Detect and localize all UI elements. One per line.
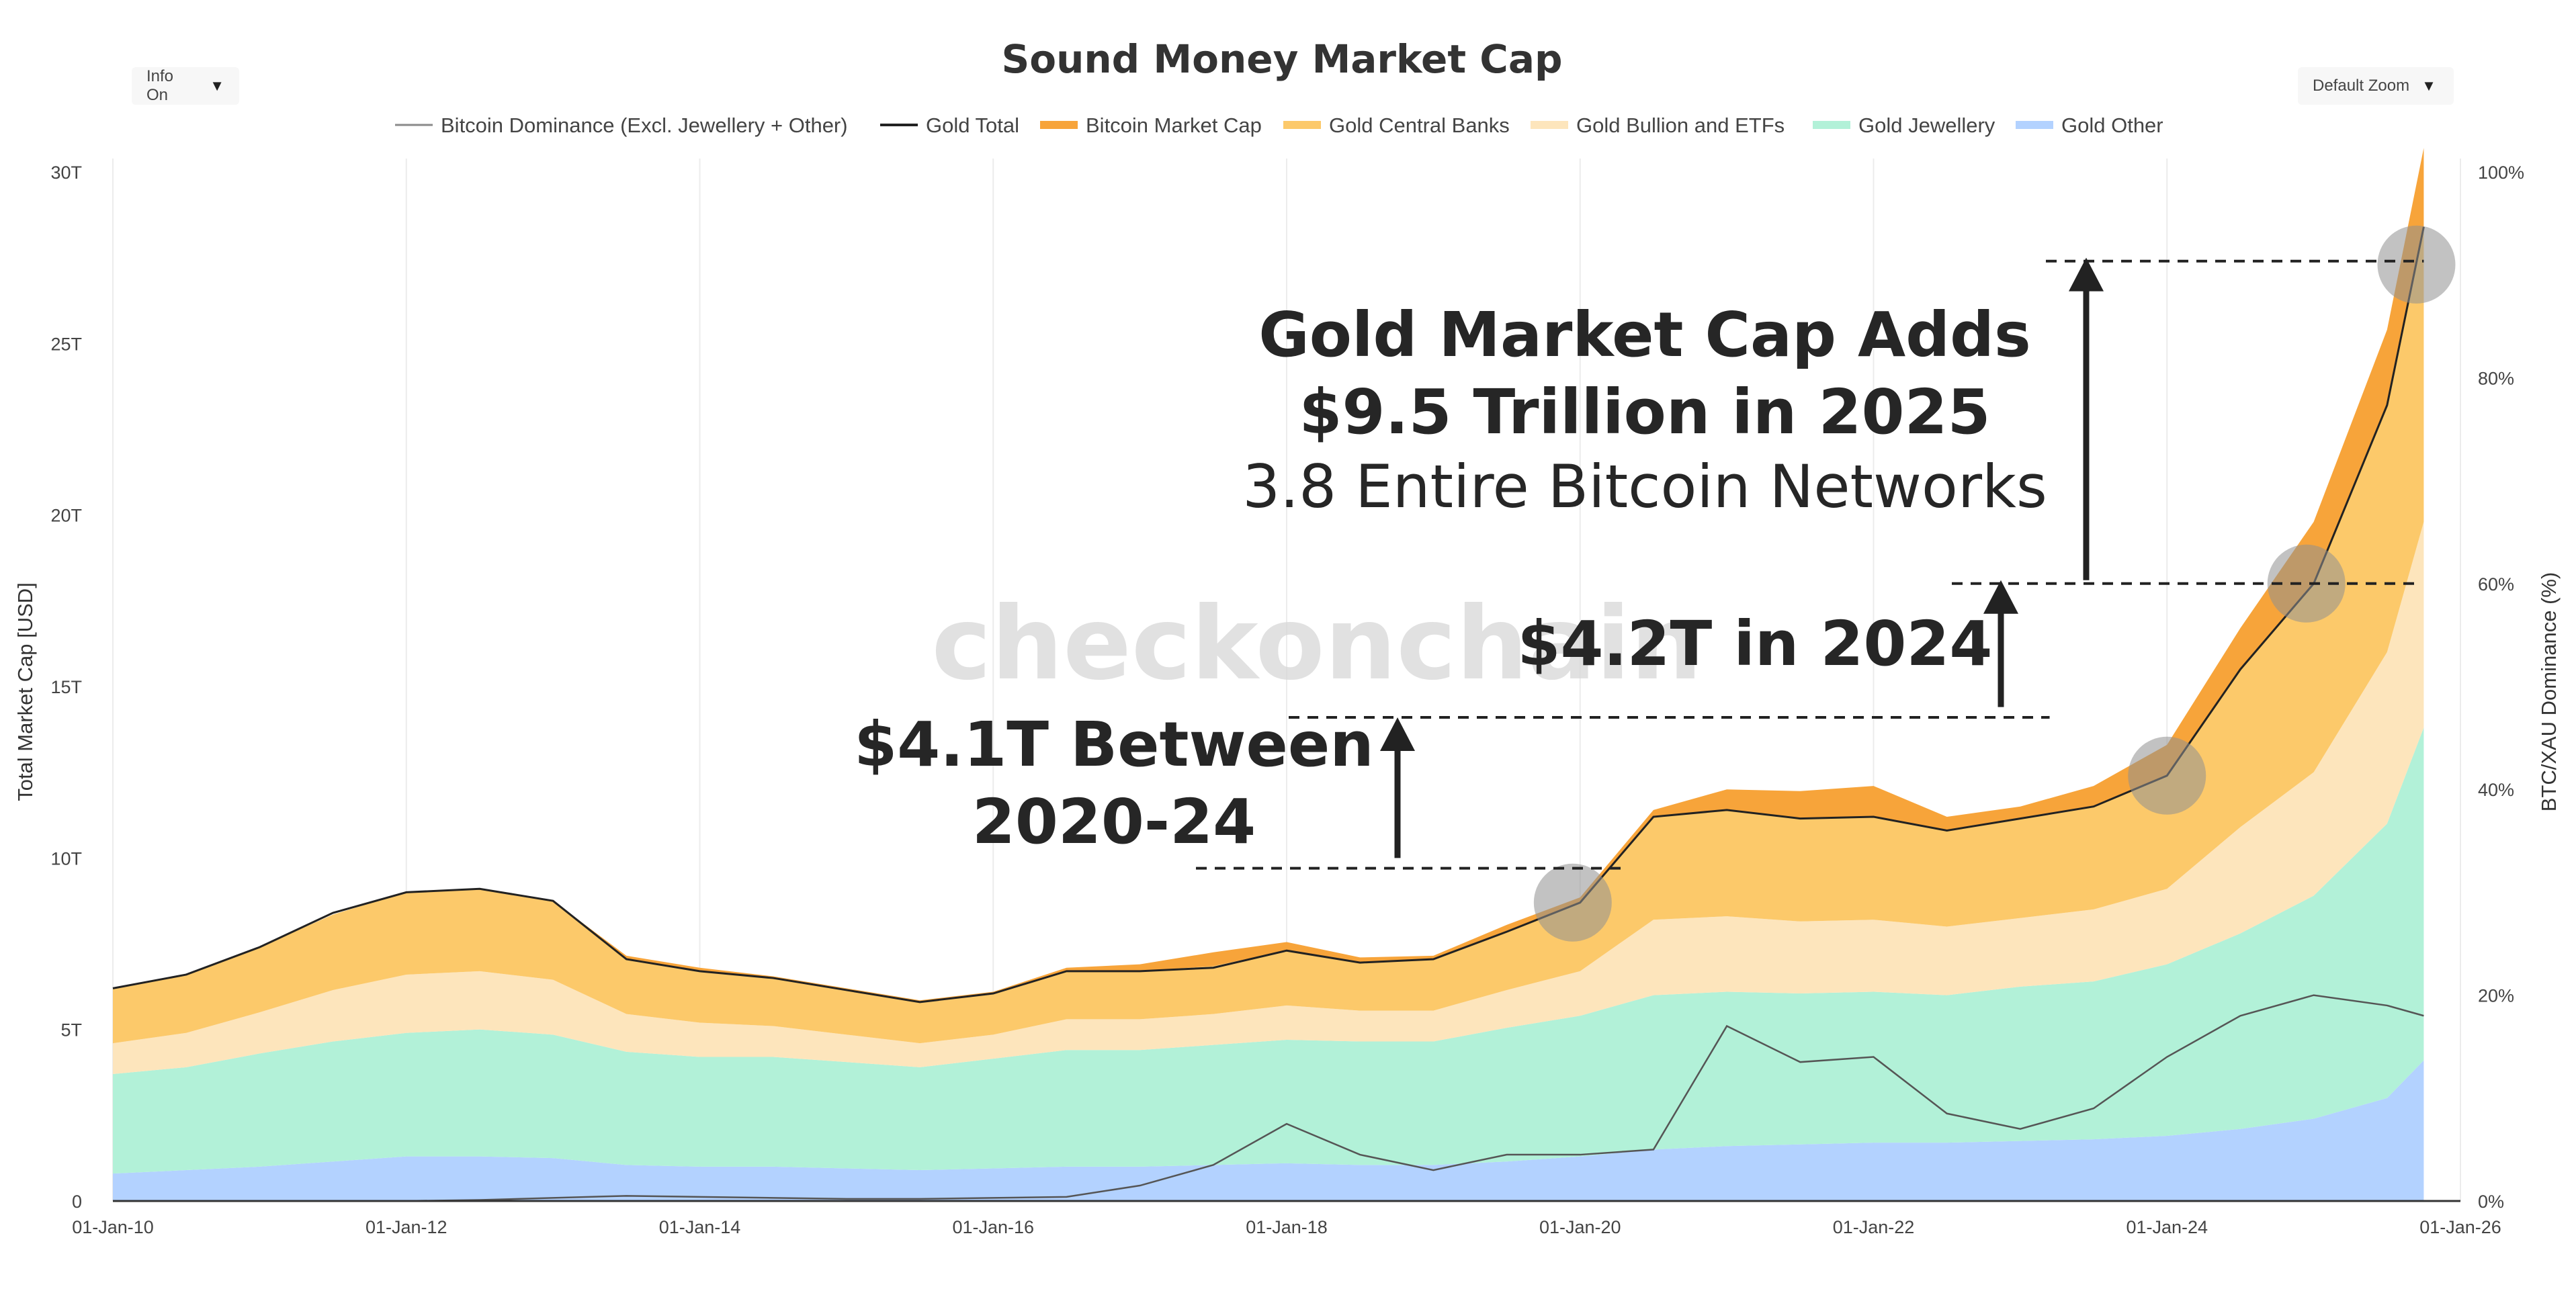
x-tick-label: 01-Jan-20 [1539,1217,1621,1237]
y-tick-label: 30T [50,163,82,183]
legend-item[interactable]: Gold Other [2016,114,2163,137]
legend-label: Gold Central Banks [1329,114,1510,137]
legend-item[interactable]: Gold Total [880,114,1019,137]
legend-item[interactable]: Bitcoin Market Cap [1040,114,1262,137]
area-bitcoin-market-cap [113,148,2424,1002]
area-gold-central-banks [113,226,2424,1044]
legend-area-swatch [1040,121,1078,129]
arrow-up-icon [2069,257,2104,292]
dropdown-arrow-icon: ▼ [210,77,224,94]
annotation-text: $4.2T in 2024 [1518,608,1993,680]
dropdown-arrow-icon: ▼ [2421,77,2436,94]
axes: 01-Jan-10 01-Jan-12 01-Jan-14 01-Jan-16 01-J… [50,163,2524,1237]
y-tick-label: 25T [50,334,82,354]
x-tick-label: 01-Jan-14 [659,1217,741,1237]
gold-total-line [112,226,2425,1004]
arrow-up-icon [1983,580,2018,614]
legend-label: Gold Other [2061,114,2163,137]
chart-title: Sound Money Market Cap [1001,36,1562,82]
legend-area-swatch [1813,121,1850,129]
series-lines [112,226,2425,1202]
zoom-dropdown[interactable]: Default Zoom ▼ [2298,67,2454,105]
x-tick-label: 01-Jan-24 [2126,1217,2208,1237]
legend-area-swatch [1283,121,1321,129]
annotation-text: $9.5 Trillion in 2025 [1299,376,1990,448]
area-gold-other [113,1060,2424,1201]
y-tick-label: 20T [50,506,82,526]
y-tick-label: 10T [50,848,82,869]
y-tick-label: 15T [50,677,82,697]
x-tick-label: 01-Jan-18 [1246,1217,1328,1237]
y2-tick-label: 0% [2478,1192,2504,1212]
highlight-circle [2377,225,2456,304]
legend-label: Gold Jewellery [1858,114,1995,137]
legend-label: Bitcoin Market Cap [1086,114,1262,137]
legend-area-swatch [1531,121,1568,129]
arrow-up-icon [1380,717,1415,751]
annotation-text: 2020-24 [972,786,1256,858]
legend-item[interactable]: Gold Jewellery [1813,114,1995,137]
legend-item[interactable]: Gold Central Banks [1283,114,1510,137]
info-toggle-label: Info On [146,67,174,104]
x-tick-label: 01-Jan-22 [1833,1217,1915,1237]
highlight-circle [1533,863,1612,942]
watermark: checkonchain [931,586,1702,703]
legend-item[interactable]: Gold Bullion and ETFs [1531,114,1785,137]
highlight-circle [2267,544,2346,623]
annotation-text: $4.1T Between [854,709,1374,781]
zoom-label: Default Zoom [2313,77,2410,95]
info-toggle-dropdown[interactable]: Info On ▼ [132,67,239,105]
legend-label: Gold Bullion and ETFs [1576,114,1785,137]
area-gold-jewellery [113,727,2424,1174]
bitcoin-dominance-line [113,994,2424,1202]
annotations: Gold Market Cap Adds$9.5 Trillion in 202… [854,225,2456,942]
x-tick-label: 01-Jan-12 [366,1217,447,1237]
y2-tick-label: 100% [2478,163,2524,183]
y-tick-label: 5T [60,1020,82,1040]
y2-tick-label: 60% [2478,574,2514,594]
y2-tick-label: 80% [2478,368,2514,388]
x-tick-label: 01-Jan-16 [952,1217,1034,1237]
y-axis-label: Total Market Cap [USD] [13,582,37,801]
area-gold-bullion-and-etfs [113,521,2424,1075]
legend-area-swatch [2016,121,2053,129]
highlight-circle [2128,736,2206,815]
x-tick-label: 01-Jan-26 [2419,1217,2501,1237]
x-tick-label: 01-Jan-10 [72,1217,154,1237]
y2-axis-label: BTC/XAU Dominance (%) [2537,572,2561,812]
legend-label: Gold Total [926,114,1019,137]
legend-label: Bitcoin Dominance (Excl. Jewellery + Oth… [441,114,848,137]
y2-tick-label: 20% [2478,986,2514,1006]
y2-tick-label: 40% [2478,780,2514,800]
y-tick-label: 0 [72,1192,82,1212]
annotation-text: Gold Market Cap Adds [1258,299,2030,371]
stacked-areas [113,148,2424,1201]
annotation-text: 3.8 Entire Bitcoin Networks [1242,452,2047,521]
legend[interactable]: Bitcoin Dominance (Excl. Jewellery + Oth… [395,114,2163,137]
legend-item[interactable]: Bitcoin Dominance (Excl. Jewellery + Oth… [395,114,848,137]
